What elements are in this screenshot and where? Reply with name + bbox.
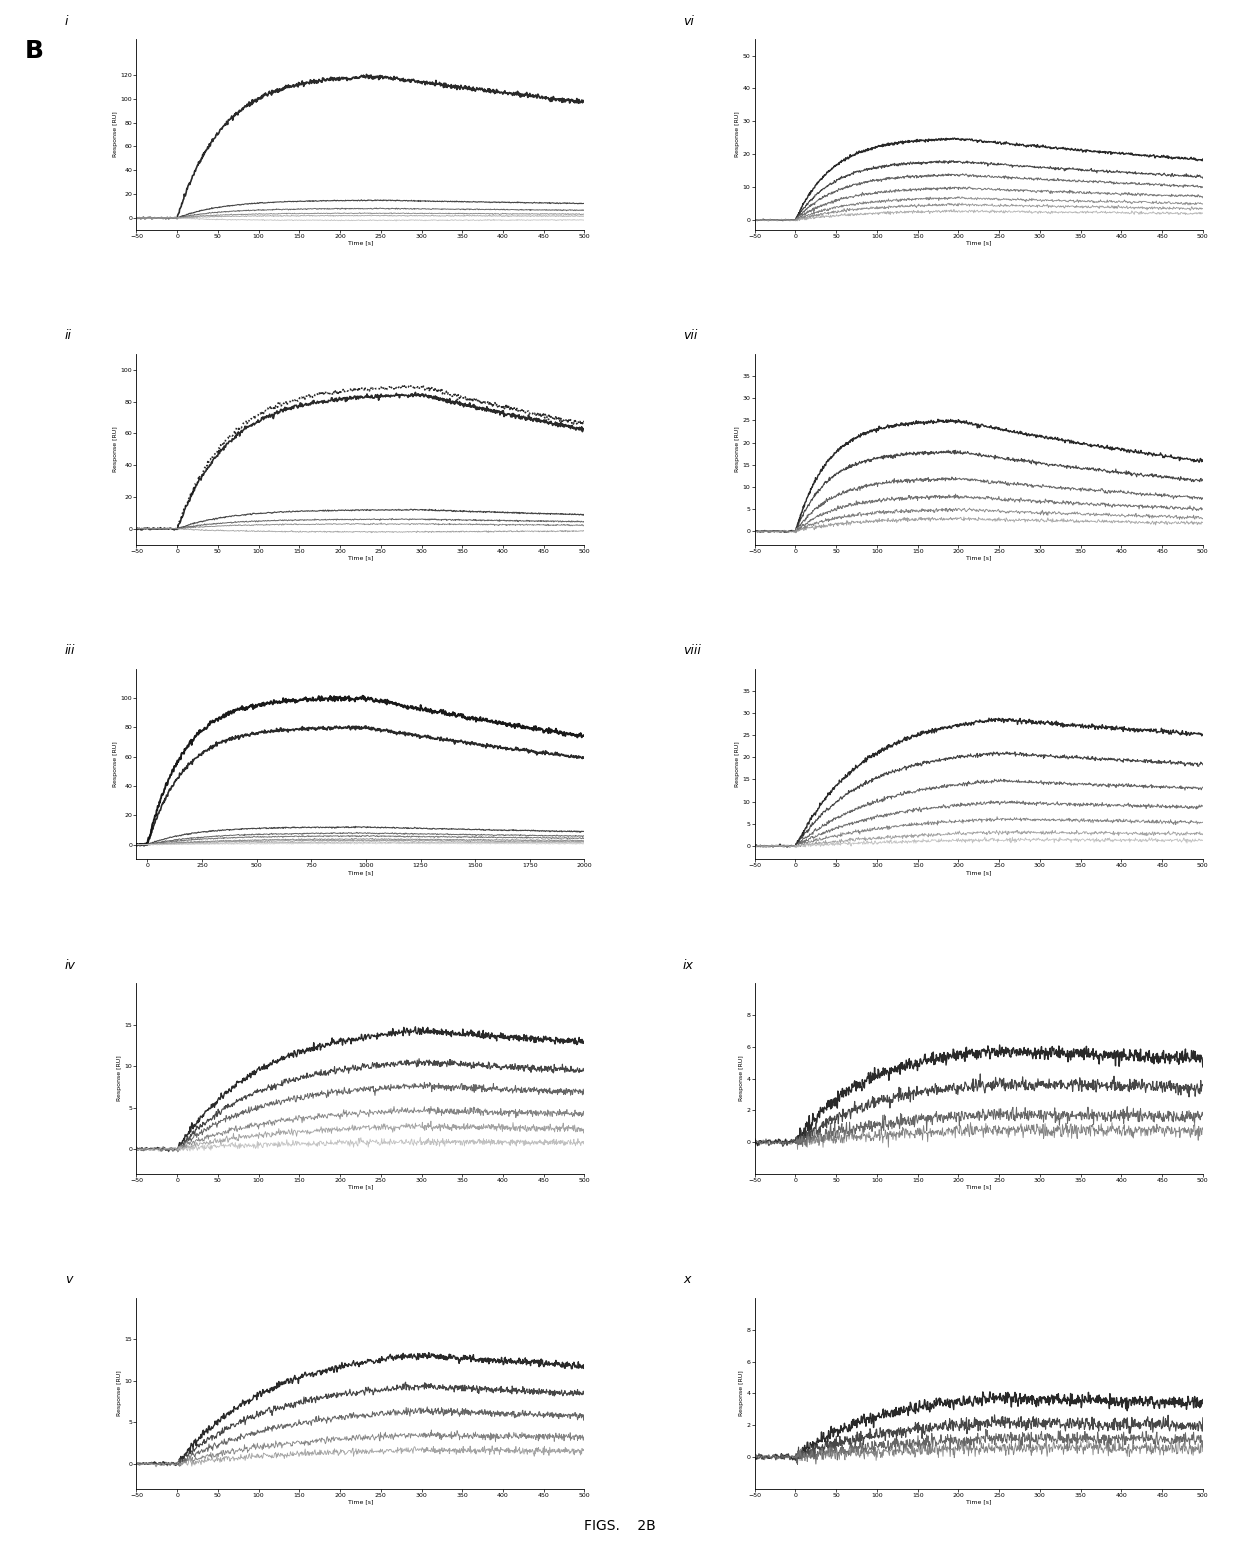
Text: FIGS.    2B: FIGS. 2B (584, 1518, 656, 1533)
Text: ii: ii (64, 329, 72, 343)
Y-axis label: Response [RU]: Response [RU] (117, 1371, 122, 1417)
X-axis label: Time [s]: Time [s] (966, 240, 992, 246)
Text: iii: iii (64, 644, 76, 657)
Y-axis label: Response [RU]: Response [RU] (735, 741, 740, 787)
Y-axis label: Response [RU]: Response [RU] (735, 426, 740, 472)
X-axis label: Time [s]: Time [s] (966, 1185, 992, 1189)
Y-axis label: Response [RU]: Response [RU] (739, 1056, 744, 1102)
Y-axis label: Response [RU]: Response [RU] (117, 1056, 122, 1102)
Text: x: x (683, 1274, 691, 1287)
Text: vi: vi (683, 14, 694, 28)
Text: iv: iv (64, 959, 76, 972)
Text: i: i (64, 14, 68, 28)
X-axis label: Time [s]: Time [s] (347, 555, 373, 559)
X-axis label: Time [s]: Time [s] (347, 1500, 373, 1504)
X-axis label: Time [s]: Time [s] (966, 1500, 992, 1504)
X-axis label: Time [s]: Time [s] (966, 870, 992, 874)
Text: vii: vii (683, 329, 697, 343)
Text: v: v (64, 1274, 72, 1287)
X-axis label: Time [s]: Time [s] (347, 240, 373, 246)
X-axis label: Time [s]: Time [s] (347, 1185, 373, 1189)
Y-axis label: Response [RU]: Response [RU] (739, 1371, 744, 1417)
Y-axis label: Response [RU]: Response [RU] (113, 741, 118, 787)
Text: viii: viii (683, 644, 701, 657)
Text: B: B (25, 39, 43, 63)
Y-axis label: Response [RU]: Response [RU] (113, 111, 118, 157)
Y-axis label: Response [RU]: Response [RU] (735, 111, 740, 157)
X-axis label: Time [s]: Time [s] (347, 870, 373, 874)
Y-axis label: Response [RU]: Response [RU] (113, 426, 118, 472)
Text: ix: ix (683, 959, 694, 972)
X-axis label: Time [s]: Time [s] (966, 555, 992, 559)
